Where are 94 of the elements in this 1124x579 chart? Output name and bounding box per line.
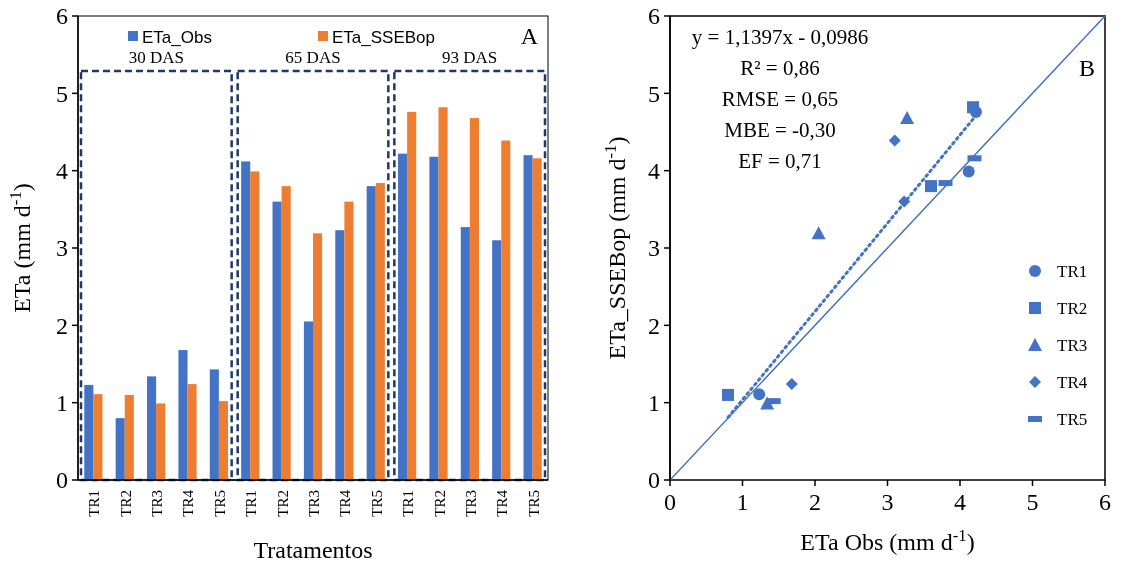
annotation: R² = 0,86: [740, 56, 820, 80]
bar: [532, 158, 542, 480]
legend-label: TR4: [1057, 372, 1088, 392]
y-tick-label: 2: [56, 312, 68, 339]
y-tick-label: 6: [648, 3, 660, 30]
bar: [124, 394, 134, 480]
legend-label: TR1: [1057, 261, 1088, 281]
x-tick-label: TR3: [462, 490, 479, 517]
point: [753, 388, 766, 401]
x-tick-label: 3: [881, 489, 894, 515]
y-tick-label: 1: [56, 390, 68, 417]
y-tick-label: 6: [56, 3, 68, 30]
y-tick-label: 0: [648, 467, 660, 494]
legend-label: ETa_SSEBop: [332, 28, 436, 48]
annotation: A: [520, 23, 539, 49]
point: [888, 134, 901, 147]
bar: [460, 227, 470, 480]
bar: [407, 111, 417, 480]
point: [967, 101, 980, 114]
annotation: 65 DAS: [285, 48, 341, 67]
bar: [366, 186, 376, 480]
legend-label: TR5: [1057, 409, 1088, 429]
x-tick-label: TR3: [149, 490, 166, 517]
point: [962, 165, 975, 178]
bar: [84, 384, 94, 480]
bar: [492, 240, 502, 480]
annotation: y = 1,1397x - 0,0986: [691, 25, 869, 49]
x-tick-label: TR1: [243, 490, 260, 517]
annotation: RMSE = 0,65: [721, 87, 839, 111]
bar: [344, 201, 354, 480]
point: [811, 226, 826, 240]
x-tick-label: TR4: [180, 489, 197, 517]
point: [785, 378, 798, 391]
x-tick-label: TR1: [400, 490, 417, 517]
point: [925, 180, 937, 193]
x-tick-label: 2: [809, 489, 821, 515]
bar: [303, 321, 313, 480]
bar: [93, 394, 103, 480]
y-tick-label: 3: [56, 235, 68, 262]
legend-label: TR3: [1057, 335, 1088, 355]
y-tick-label: 5: [648, 80, 660, 107]
x-tick-label: 4: [954, 489, 966, 515]
bar: [281, 186, 291, 480]
annotation: 93 DAS: [442, 48, 498, 67]
bar: [501, 140, 511, 480]
y-tick-label: 3: [648, 235, 660, 262]
y-tick-label: 0: [56, 467, 68, 494]
bar: [218, 401, 228, 480]
bar: [147, 376, 157, 480]
x-tick-label: TR2: [431, 490, 448, 517]
y-tick-label: 4: [648, 158, 660, 185]
y-tick-label: 2: [648, 312, 660, 339]
x-tick-label: TR5: [368, 490, 385, 517]
annotation: MBE = -0,30: [724, 118, 836, 142]
x-tick-label: 1: [736, 489, 749, 515]
bar: [187, 384, 197, 480]
x-tick-label: 6: [1099, 489, 1111, 515]
legend-label: TR2: [1057, 298, 1088, 318]
y-tick-label: 5: [56, 80, 68, 107]
annotation: 30 DAS: [128, 48, 184, 67]
annotation: B: [1078, 55, 1095, 81]
legend-label: ETa_Obs: [142, 28, 212, 48]
x-tick-label: TR5: [525, 490, 542, 517]
y-tick-label: 4: [56, 158, 68, 185]
x-tick-label: TR2: [117, 490, 134, 517]
x-tick-label: TR5: [211, 490, 228, 517]
bar: [398, 153, 408, 480]
x-tick-label: 5: [1026, 489, 1039, 515]
annotation: EF = 0,71: [738, 149, 822, 173]
bar: [429, 156, 439, 480]
point: [722, 388, 734, 401]
bar: [241, 161, 251, 480]
bar: [178, 350, 188, 480]
x-tick-label: TR4: [337, 489, 354, 517]
x-tick-label: TR1: [86, 490, 103, 517]
bar: [115, 418, 125, 480]
bar: [523, 155, 533, 480]
bar: [156, 403, 166, 480]
bar: [438, 107, 448, 480]
bar: [335, 230, 345, 480]
bar: [250, 171, 260, 480]
x-tick-label: 0: [664, 489, 676, 515]
x-axis-title: ETa Obs (mm d$^{-1}$): [800, 525, 975, 555]
x-tick-label: TR2: [274, 490, 291, 517]
bar: [209, 369, 219, 480]
point: [900, 111, 915, 125]
bar: [375, 183, 385, 480]
x-tick-label: TR3: [306, 490, 322, 517]
y-tick-label: 1: [648, 390, 660, 417]
x-tick-label: TR4: [494, 489, 511, 517]
x-axis-title: Tratamentos: [253, 537, 373, 563]
bar: [313, 233, 323, 480]
bar: [469, 118, 479, 480]
bar: [272, 201, 282, 480]
